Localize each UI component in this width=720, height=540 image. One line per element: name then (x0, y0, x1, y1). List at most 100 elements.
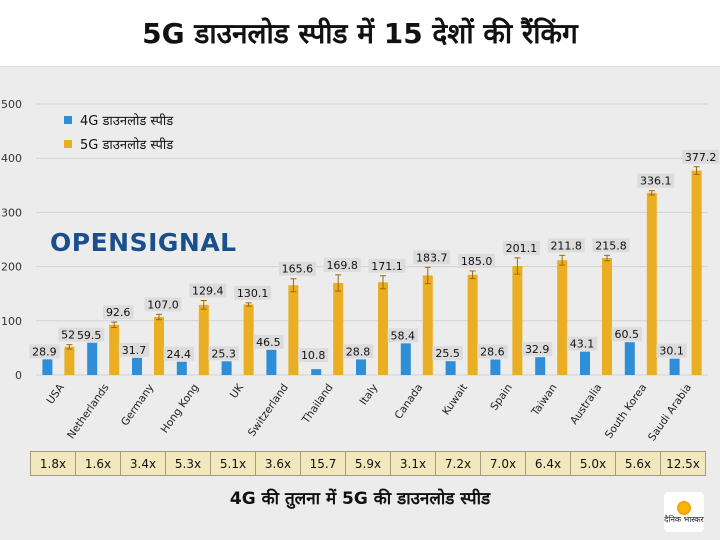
value-label-5g-bg (637, 173, 675, 188)
value-label-5g-bg (234, 285, 272, 300)
ratio-cell: 3.1x (391, 452, 436, 475)
legend: 4G डाउनलोड स्पीड 5G डाउनलोड स्पीड (64, 108, 173, 156)
y-tick-label: 500 (1, 98, 22, 111)
value-label-5g: 185.0 (461, 255, 493, 268)
legend-swatch-4g (64, 116, 72, 124)
value-label-4g-bg (387, 328, 418, 343)
legend-swatch-5g (64, 140, 72, 148)
ratio-cell: 7.0x (481, 452, 526, 475)
value-label-4g-bg (253, 334, 284, 349)
x-tick-label: Saudi Arabia (646, 382, 694, 443)
bar-5g (243, 304, 254, 375)
ratio-cell: 5.1x (211, 452, 256, 475)
y-tick-label: 300 (1, 206, 22, 219)
value-label-4g: 28.9 (32, 345, 57, 358)
bar-4g (400, 343, 411, 375)
value-label-4g: 25.3 (211, 347, 236, 360)
legend-item-5g: 5G डाउनलोड स्पीड (64, 132, 173, 156)
legend-item-4g: 4G डाउनलोड स्पीड (64, 108, 173, 132)
x-tick-label: Kuwait (440, 382, 470, 418)
bar-4g (266, 349, 277, 375)
x-tick-label: Spain (488, 382, 515, 413)
value-label-5g: 171.1 (371, 260, 403, 273)
value-label-5g-bg (547, 238, 585, 253)
value-label-4g-bg (432, 346, 463, 361)
value-label-4g: 60.5 (615, 328, 640, 341)
value-label-5g: 183.7 (416, 251, 448, 264)
bar-5g (198, 304, 209, 375)
bar-4g (356, 359, 366, 375)
bar-4g (132, 357, 142, 375)
value-label-5g-bg (144, 297, 182, 312)
y-tick-label: 400 (1, 152, 22, 165)
value-label-4g: 31.7 (122, 344, 147, 357)
bar-4g (311, 369, 322, 375)
value-label-5g: 129.4 (192, 285, 224, 298)
bar-5g (422, 275, 433, 375)
bar-4g (624, 342, 635, 375)
ratio-cell: 5.6x (616, 452, 661, 475)
value-label-5g-bg (682, 149, 720, 164)
bar-5g (602, 258, 612, 375)
value-label-5g: 130.1 (237, 287, 269, 300)
publisher-logo: दैनिक भास्कर (664, 492, 704, 532)
value-label-5g-bg (592, 238, 630, 253)
x-tick-label: USA (45, 381, 68, 406)
bar-5g (64, 346, 75, 375)
value-label-5g-bg (103, 305, 134, 320)
bar-5g (154, 317, 164, 375)
value-label-4g-bg (342, 344, 374, 359)
ratio-cell: 6.4x (526, 452, 571, 475)
bar-5g (288, 285, 299, 375)
bar-5g (333, 282, 344, 375)
ratio-cell: 5.3x (166, 452, 211, 475)
legend-label-4g: 4G डाउनलोड स्पीड (80, 114, 174, 129)
bar-5g (646, 192, 657, 375)
bar-4g (42, 359, 53, 375)
y-tick-label: 200 (1, 261, 22, 274)
value-label-5g: 211.8 (550, 239, 582, 252)
x-tick-label: Taiwan (529, 382, 560, 419)
bar-5g (512, 266, 523, 375)
page-title: 5G डाउनलोड स्पीड में 15 देशों की रैंकिंग (142, 17, 578, 50)
value-label-4g: 24.4 (167, 348, 192, 361)
bar-5g (467, 274, 478, 375)
x-tick-label: Australia (568, 382, 604, 427)
value-label-4g-bg (656, 343, 687, 358)
bar-4g (535, 357, 546, 375)
value-label-4g: 25.5 (435, 347, 460, 360)
value-label-5g-bg (189, 283, 227, 298)
value-label-4g-bg (566, 336, 598, 351)
value-label-4g: 28.8 (346, 345, 371, 358)
value-label-5g-bg (458, 253, 496, 268)
x-tick-label: Switzerland (246, 382, 291, 439)
x-tick-label: Germany (119, 382, 157, 428)
bar-4g (580, 351, 590, 375)
value-label-5g: 107.0 (147, 298, 179, 311)
bar-5g (378, 282, 388, 375)
bar-4g (445, 361, 456, 375)
value-label-4g-bg (611, 327, 642, 342)
ratio-cell: 7.2x (436, 452, 481, 475)
bar-4g (87, 342, 98, 375)
value-label-5g-bg (368, 258, 406, 273)
bar-5g (557, 260, 568, 375)
value-label-5g: 215.8 (595, 239, 627, 252)
value-label-4g-bg (118, 342, 150, 357)
value-label-5g: 336.1 (640, 175, 672, 188)
ratio-cell: 3.4x (121, 452, 166, 475)
publisher-logo-text: दैनिक भास्कर (664, 514, 704, 524)
title-bar: 5G डाउनलोड स्पीड में 15 देशों की रैंकिंग (0, 0, 720, 67)
opensignal-logo-text: OPENSIGNAL (50, 228, 237, 257)
opensignal-logo: OPENSIGNAL (50, 228, 237, 257)
legend-label-5g: 5G डाउनलोड स्पीड (80, 138, 174, 153)
x-tick-label: South Korea (603, 382, 649, 441)
value-label-4g: 30.1 (659, 345, 684, 358)
value-label-5g-bg (278, 261, 316, 276)
value-label-4g-bg (477, 344, 508, 359)
ratio-cell: 15.7 (301, 452, 346, 475)
x-tick-label: Thailand (299, 382, 335, 427)
sun-icon (677, 500, 691, 515)
ratio-cell: 3.6x (256, 452, 301, 475)
value-label-5g: 201.1 (506, 242, 538, 255)
